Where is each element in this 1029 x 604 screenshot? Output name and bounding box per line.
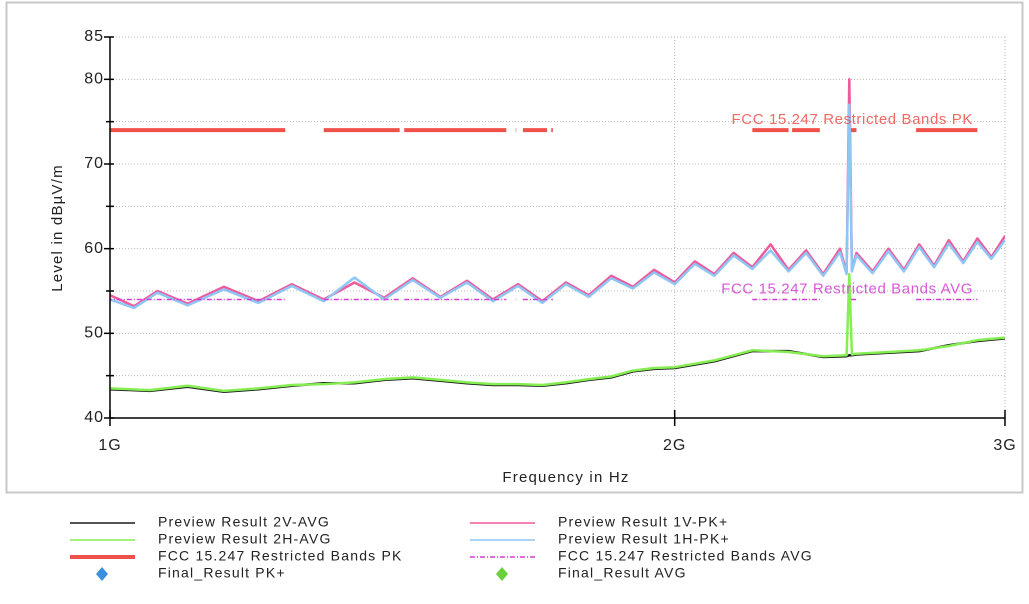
marker bbox=[96, 567, 108, 581]
series-line bbox=[110, 103, 1005, 310]
y-tick-label: 85 bbox=[84, 28, 104, 45]
y-tick-label: 50 bbox=[84, 325, 104, 342]
x-tick-label: 2G bbox=[663, 437, 686, 454]
legend-label: FCC 15.247 Restricted Bands PK bbox=[158, 548, 403, 564]
x-tick-label: 1G bbox=[98, 437, 121, 454]
y-tick-label: 70 bbox=[84, 155, 104, 172]
series-line bbox=[110, 272, 1005, 393]
legend-label: Preview Result 1H-PK+ bbox=[558, 531, 730, 547]
annotation: FCC 15.247 Restricted Bands AVG bbox=[721, 280, 973, 297]
legend-label: Preview Result 2H-AVG bbox=[158, 531, 332, 547]
y-tick-label: 60 bbox=[84, 240, 104, 257]
annotation: FCC 15.247 Restricted Bands PK bbox=[732, 111, 973, 128]
legend-label: Preview Result 1V-PK+ bbox=[558, 514, 728, 530]
y-tick-label: 40 bbox=[84, 409, 104, 426]
y-tick-label: 80 bbox=[84, 71, 104, 88]
legend-label: Final_Result AVG bbox=[558, 565, 687, 581]
legend-label: Preview Result 2V-AVG bbox=[158, 514, 330, 530]
plot-area bbox=[110, 78, 1005, 394]
marker bbox=[496, 567, 508, 581]
legend: Preview Result 2V-AVG Preview Result 1V-P… bbox=[70, 514, 813, 581]
legend-label: FCC 15.247 Restricted Bands AVG bbox=[558, 548, 813, 564]
axes: 40 50 60 70 80 85 1G 2G 3G bbox=[84, 28, 1016, 454]
grid bbox=[110, 36, 1006, 418]
chart-frame bbox=[5, 1, 1024, 494]
y-axis-label: Level in dBµV/m bbox=[49, 164, 66, 292]
x-tick-label: 3G bbox=[993, 437, 1016, 454]
legend-label: Final_Result PK+ bbox=[158, 565, 286, 581]
x-axis-label: Frequency in Hz bbox=[502, 469, 629, 486]
